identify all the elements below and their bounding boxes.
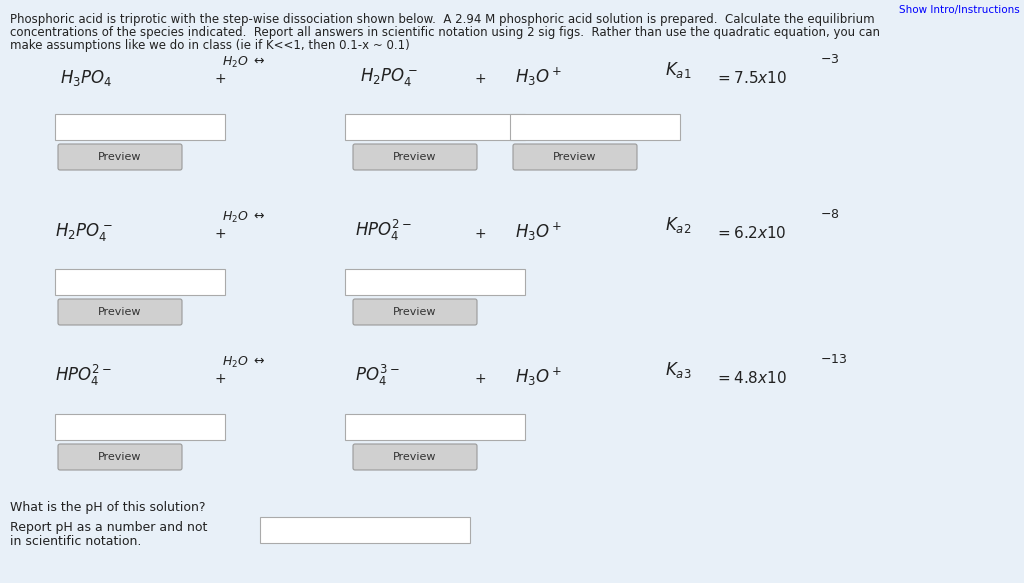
Text: $H_2O\ \leftrightarrow$: $H_2O\ \leftrightarrow$ [222,355,265,370]
Text: $H_3PO_4$: $H_3PO_4$ [60,68,113,88]
Text: +: + [214,372,225,386]
FancyBboxPatch shape [58,299,182,325]
Text: $-8$: $-8$ [820,208,840,221]
Text: +: + [475,72,486,86]
Text: $K_{a3}$: $K_{a3}$ [665,360,691,380]
FancyBboxPatch shape [510,114,680,140]
FancyBboxPatch shape [260,517,470,543]
Text: Preview: Preview [553,152,597,162]
FancyBboxPatch shape [55,414,225,440]
FancyBboxPatch shape [345,114,525,140]
Text: Preview: Preview [98,152,141,162]
Text: $H_2PO_4^-$: $H_2PO_4^-$ [55,221,113,243]
Text: $H_2PO_4^-$: $H_2PO_4^-$ [360,66,418,88]
Text: $H_2O\ \leftrightarrow$: $H_2O\ \leftrightarrow$ [222,210,265,225]
Text: $HPO_4^{2-}$: $HPO_4^{2-}$ [55,363,112,388]
FancyBboxPatch shape [353,144,477,170]
Text: Preview: Preview [98,452,141,462]
Text: +: + [214,72,225,86]
Text: $= 7.5x10$: $= 7.5x10$ [715,70,787,86]
FancyBboxPatch shape [513,144,637,170]
Text: Preview: Preview [393,452,437,462]
Text: make assumptions like we do in class (ie if K<<1, then 0.1-x ~ 0.1): make assumptions like we do in class (ie… [10,39,410,52]
Text: concentrations of the species indicated.  Report all answers in scientific notat: concentrations of the species indicated.… [10,26,880,39]
Text: in scientific notation.: in scientific notation. [10,535,141,548]
Text: $= 4.8x10$: $= 4.8x10$ [715,370,787,386]
Text: What is the pH of this solution?: What is the pH of this solution? [10,501,206,514]
Text: +: + [475,227,486,241]
Text: $K_{a2}$: $K_{a2}$ [665,215,691,235]
Text: Preview: Preview [393,152,437,162]
Text: $= 6.2x10$: $= 6.2x10$ [715,225,786,241]
FancyBboxPatch shape [58,444,182,470]
Text: $-13$: $-13$ [820,353,848,366]
Text: $H_3O^+$: $H_3O^+$ [515,221,562,243]
Text: $K_{a1}$: $K_{a1}$ [665,60,691,80]
FancyBboxPatch shape [345,414,525,440]
Text: Phosphoric acid is triprotic with the step-wise dissociation shown below.  A 2.9: Phosphoric acid is triprotic with the st… [10,13,874,26]
FancyBboxPatch shape [345,269,525,295]
Text: +: + [214,227,225,241]
FancyBboxPatch shape [353,444,477,470]
FancyBboxPatch shape [55,269,225,295]
Text: $H_3O^+$: $H_3O^+$ [515,366,562,388]
Text: Report pH as a number and not: Report pH as a number and not [10,521,208,534]
Text: $PO_4^{3-}$: $PO_4^{3-}$ [355,363,399,388]
Text: $HPO_4^{2-}$: $HPO_4^{2-}$ [355,218,412,243]
Text: $H_2O\ \leftrightarrow$: $H_2O\ \leftrightarrow$ [222,55,265,70]
Text: +: + [475,372,486,386]
Text: Show Intro/Instructions: Show Intro/Instructions [899,5,1020,15]
Text: $H_3O^+$: $H_3O^+$ [515,66,562,88]
FancyBboxPatch shape [353,299,477,325]
Text: Preview: Preview [393,307,437,317]
Text: $-3$: $-3$ [820,53,840,66]
FancyBboxPatch shape [55,114,225,140]
FancyBboxPatch shape [58,144,182,170]
Text: Preview: Preview [98,307,141,317]
